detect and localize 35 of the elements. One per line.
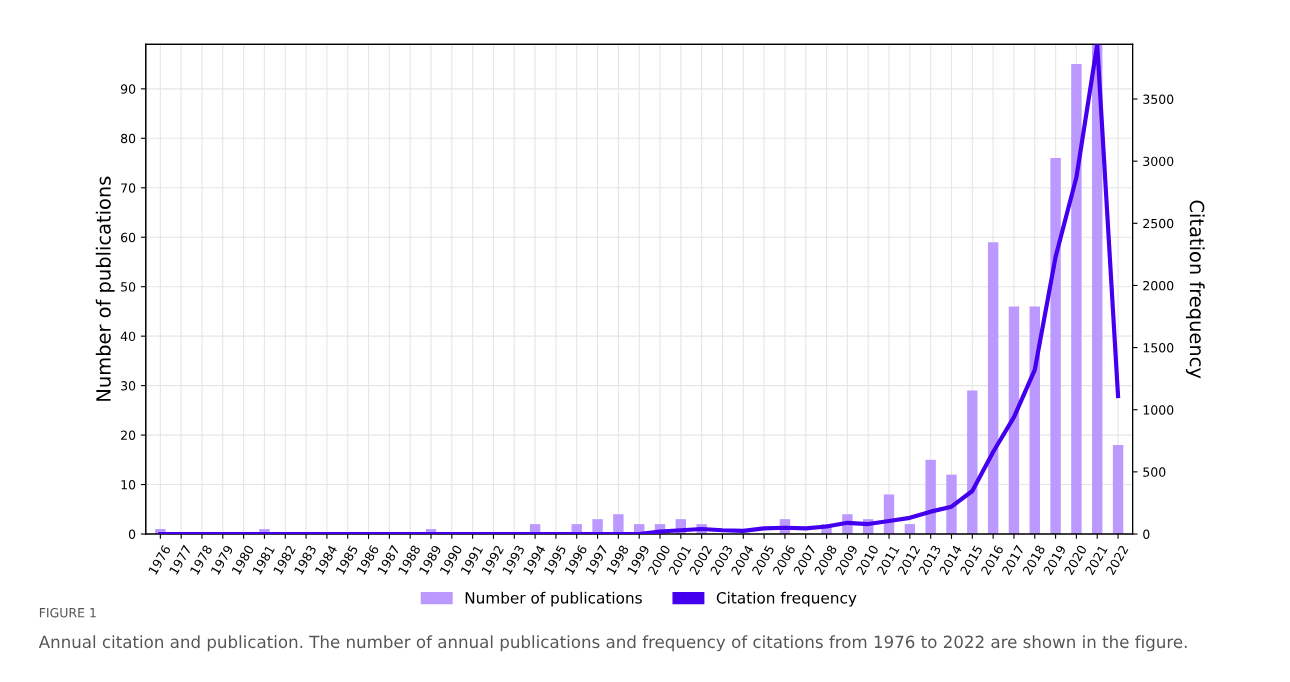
y2-tick-label: 0 xyxy=(1143,529,1150,539)
text: Annual citation and publication. The number of annual publications and frequency of citations from 1976 to 2022 are shown in the figure. xyxy=(38,635,1187,652)
y-tick-label: 50 xyxy=(121,282,136,292)
y-tick-label: 20 xyxy=(121,430,136,441)
y2-tick-label: 2500 xyxy=(1143,218,1174,229)
legend-label: Citation frequency xyxy=(716,591,857,607)
bar xyxy=(1008,306,1020,535)
y2-tick-label: 1000 xyxy=(1143,405,1174,415)
y2-tick-label: 500 xyxy=(1143,467,1166,477)
y-axis-title: Number of publications xyxy=(95,176,115,401)
y-tick-label: 70 xyxy=(121,183,136,193)
bar xyxy=(1112,444,1124,535)
bar xyxy=(946,474,957,535)
y2-tick-label: 3500 xyxy=(1143,94,1174,104)
y-tick-label: 60 xyxy=(121,232,136,243)
bar xyxy=(613,514,624,535)
bar xyxy=(987,242,999,535)
bar xyxy=(1050,158,1061,535)
y-tick-label: 10 xyxy=(121,480,136,490)
y-tick-label: 30 xyxy=(121,381,136,391)
line-series xyxy=(158,44,1121,535)
y-tick-label: 40 xyxy=(120,331,136,342)
y-tick-label: 80 xyxy=(120,133,136,144)
legend-label: Number of publications xyxy=(465,591,642,607)
bar xyxy=(967,390,978,535)
bar xyxy=(1092,44,1103,535)
bar xyxy=(1071,64,1082,535)
y2-tick-label: 3000 xyxy=(1143,156,1174,167)
y-tick-label: 0 xyxy=(128,529,136,539)
y2-axis-title: Citation frequency xyxy=(1185,200,1205,379)
y2-tick-label: 2000 xyxy=(1143,280,1174,291)
y2-tick-label: 1500 xyxy=(1143,343,1174,353)
caption: FIGURE 1 xyxy=(39,607,96,618)
y-tick-label: 90 xyxy=(120,84,136,94)
bar xyxy=(925,459,936,535)
